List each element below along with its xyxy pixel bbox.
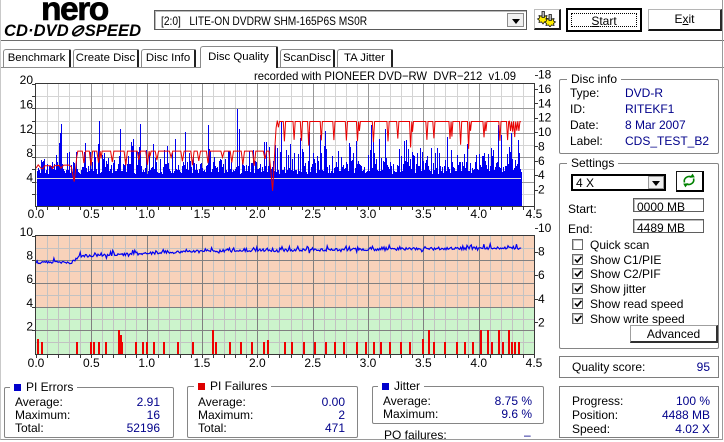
- svg-text:6: 6: [538, 154, 545, 168]
- svg-text:18: 18: [538, 68, 552, 82]
- svg-text:4: 4: [26, 171, 33, 185]
- svg-text:0.0: 0.0: [28, 356, 45, 370]
- svg-text:20: 20: [20, 73, 34, 87]
- svg-text:4: 4: [26, 296, 33, 310]
- svg-text:0.5: 0.5: [83, 207, 100, 221]
- svg-text:8: 8: [538, 140, 545, 154]
- svg-text:16: 16: [20, 97, 34, 111]
- svg-text:16: 16: [538, 82, 552, 96]
- svg-text:10: 10: [538, 221, 552, 235]
- svg-text:14: 14: [538, 96, 552, 110]
- svg-text:12: 12: [538, 111, 552, 125]
- svg-text:12: 12: [20, 122, 34, 136]
- svg-text:4.0: 4.0: [470, 356, 487, 370]
- svg-text:6: 6: [538, 268, 545, 282]
- svg-text:2: 2: [538, 315, 545, 329]
- svg-text:4: 4: [538, 168, 545, 182]
- svg-text:10: 10: [20, 225, 34, 239]
- svg-text:2.5: 2.5: [304, 356, 321, 370]
- svg-text:3.0: 3.0: [360, 207, 377, 221]
- svg-text:3.0: 3.0: [360, 356, 377, 370]
- svg-text:1.5: 1.5: [194, 356, 211, 370]
- svg-text:3.5: 3.5: [415, 207, 432, 221]
- svg-text:1.0: 1.0: [138, 356, 155, 370]
- svg-text:recorded with PIONEER DVD−RW: recorded with PIONEER DVD−RW DVR−212 v1.…: [254, 69, 516, 83]
- svg-text:4.5: 4.5: [526, 356, 543, 370]
- svg-text:1.5: 1.5: [194, 207, 211, 221]
- svg-text:8: 8: [538, 245, 545, 259]
- svg-text:2.0: 2.0: [249, 356, 266, 370]
- svg-text:1.0: 1.0: [138, 207, 155, 221]
- svg-text:10: 10: [538, 125, 552, 139]
- svg-text:3.5: 3.5: [415, 356, 432, 370]
- svg-text:0.5: 0.5: [83, 356, 100, 370]
- svg-text:2: 2: [26, 319, 33, 333]
- svg-text:4.0: 4.0: [470, 207, 487, 221]
- svg-text:4: 4: [538, 292, 545, 306]
- svg-text:8: 8: [26, 249, 33, 263]
- svg-text:8: 8: [26, 146, 33, 160]
- svg-text:2.0: 2.0: [249, 207, 266, 221]
- svg-text:4.5: 4.5: [526, 207, 543, 221]
- svg-text:2.5: 2.5: [304, 207, 321, 221]
- svg-text:2: 2: [538, 183, 545, 197]
- svg-text:6: 6: [26, 272, 33, 286]
- svg-text:0.0: 0.0: [28, 207, 45, 221]
